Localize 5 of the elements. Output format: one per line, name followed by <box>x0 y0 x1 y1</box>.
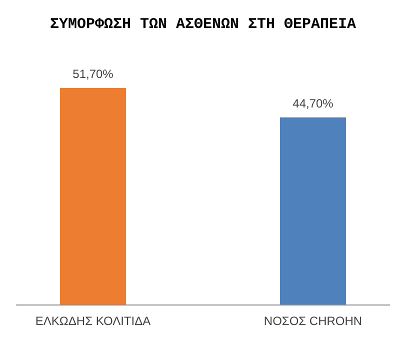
data-label: 51,70% <box>72 67 114 81</box>
data-label: 44,70% <box>292 96 334 110</box>
x-tick-label: ΕΛΚΩΔΗΣ ΚΟΛΙΤΙΔΑ <box>35 314 151 328</box>
x-tick-label: ΝΟΣΟΣ CHROHN <box>264 314 362 328</box>
chart-title: ΣΥΜΟΡΦΩΣΗ ΤΩΝ ΑΣΘΕΝΩΝ ΣΤΗ ΘΕΡΑΠΕΙΑ <box>50 16 356 33</box>
